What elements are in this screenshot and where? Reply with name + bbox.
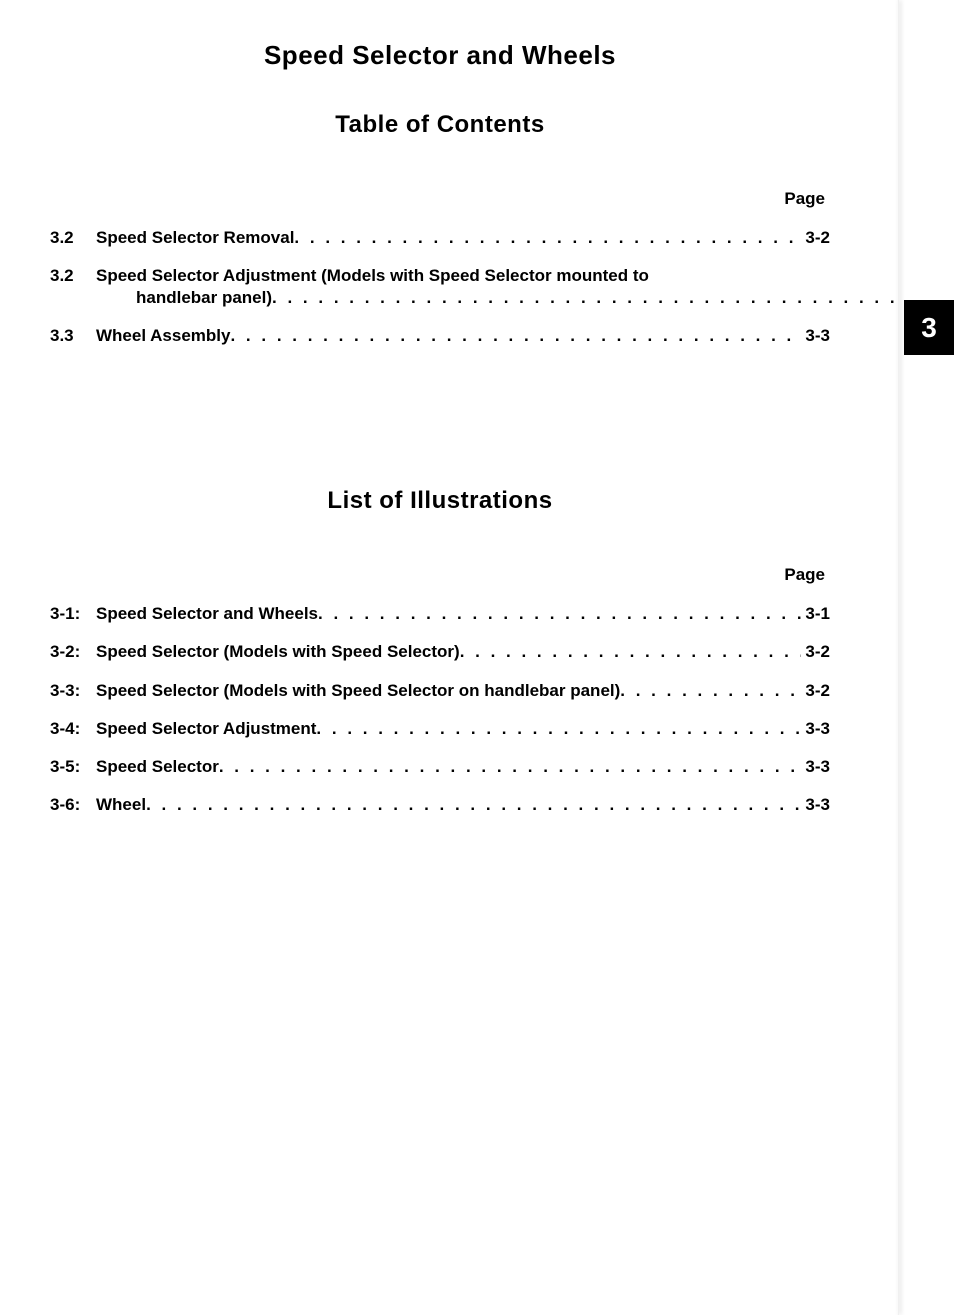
- dot-leader: [146, 794, 801, 816]
- dot-leader: [272, 287, 954, 309]
- loi-entry: 3-4:Speed Selector Adjustment 3-3: [50, 718, 830, 740]
- loi-entry-page: 3-2: [801, 680, 830, 702]
- dot-leader: [316, 718, 801, 740]
- loi-entry: 3-3:Speed Selector (Models with Speed Se…: [50, 680, 830, 702]
- dot-leader: [219, 756, 802, 778]
- loi-entry: 3-2:Speed Selector (Models with Speed Se…: [50, 641, 830, 663]
- dot-leader: [620, 680, 801, 702]
- toc-entry: 3.2Speed Selector Adjustment (Models wit…: [50, 265, 830, 309]
- loi-heading: List of Illustrations: [50, 487, 830, 515]
- dot-leader: [294, 227, 801, 249]
- toc-heading: Table of Contents: [50, 111, 830, 139]
- loi-entry-number: 3-5:: [50, 756, 96, 778]
- loi-entry-page: 3-3: [801, 794, 830, 816]
- toc-entry-title: Speed Selector Removal: [96, 227, 294, 249]
- toc-entry: 3.3Wheel Assembly 3-3: [50, 325, 830, 347]
- chapter-tab: 3: [904, 300, 954, 355]
- loi-page-column-header: Page: [50, 565, 830, 585]
- loi-entry-title: Speed Selector (Models with Speed Select…: [96, 680, 620, 702]
- loi-entry-page: 3-1: [801, 603, 830, 625]
- dot-leader: [318, 603, 801, 625]
- chapter-title: Speed Selector and Wheels: [50, 40, 830, 71]
- loi-entry-title: Speed Selector (Models with Speed Select…: [96, 641, 460, 663]
- toc-entry-number: 3.2: [50, 227, 96, 249]
- dot-leader: [230, 325, 801, 347]
- toc-entry-title-cont: handlebar panel): [136, 287, 272, 309]
- loi-entry-number: 3-6:: [50, 794, 96, 816]
- loi-entry-title: Speed Selector Adjustment: [96, 718, 316, 740]
- toc-entry-number: 3.3: [50, 325, 96, 347]
- loi-entry-title: Speed Selector: [96, 756, 219, 778]
- toc-entry-page: 3-2: [801, 227, 830, 249]
- toc-entry: 3.2Speed Selector Removal 3-2: [50, 227, 830, 249]
- loi-entry: 3-6:Wheel 3-3: [50, 794, 830, 816]
- toc-list: 3.2Speed Selector Removal3-23.2Speed Sel…: [50, 227, 830, 347]
- loi-entry-title: Speed Selector and Wheels: [96, 603, 318, 625]
- loi-entry: 3-5:Speed Selector 3-3: [50, 756, 830, 778]
- toc-entry-number: 3.2: [50, 265, 96, 287]
- loi-entry-number: 3-1:: [50, 603, 96, 625]
- toc-entry-page: 3-3: [801, 325, 830, 347]
- loi-entry-page: 3-3: [801, 718, 830, 740]
- loi-entry-page: 3-3: [801, 756, 830, 778]
- loi-entry-number: 3-4:: [50, 718, 96, 740]
- page-container: Speed Selector and Wheels Table of Conte…: [0, 0, 880, 886]
- loi-list: 3-1:Speed Selector and Wheels3-13-2:Spee…: [50, 603, 830, 816]
- dot-leader: [460, 641, 802, 663]
- loi-entry-number: 3-2:: [50, 641, 96, 663]
- loi-entry-page: 3-2: [801, 641, 830, 663]
- loi-entry-number: 3-3:: [50, 680, 96, 702]
- toc-entry-title: Speed Selector Adjustment (Models with S…: [96, 265, 954, 287]
- page-edge-shadow: [897, 0, 899, 1315]
- toc-page-column-header: Page: [50, 189, 830, 209]
- loi-entry: 3-1:Speed Selector and Wheels 3-1: [50, 603, 830, 625]
- toc-entry-title: Wheel Assembly: [96, 325, 230, 347]
- loi-entry-title: Wheel: [96, 794, 146, 816]
